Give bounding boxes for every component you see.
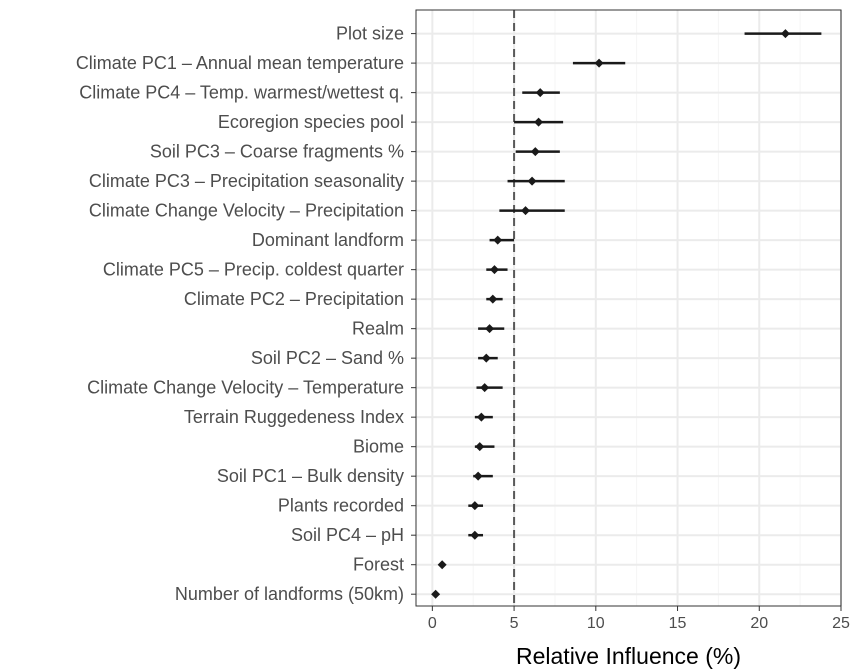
row-label: Soil PC4 – pH	[291, 525, 404, 545]
row-label: Climate PC4 – Temp. warmest/wettest q.	[79, 83, 404, 103]
row-label: Climate PC3 – Precipitation seasonality	[89, 171, 404, 191]
row-label: Climate PC5 – Precip. coldest quarter	[103, 260, 404, 280]
row-label: Realm	[352, 319, 404, 339]
point-marker	[489, 265, 499, 275]
point-marker	[594, 58, 604, 68]
point-marker	[485, 324, 495, 334]
point-marker	[535, 88, 545, 98]
plot-panel	[416, 10, 841, 606]
point-marker	[480, 383, 490, 393]
row-label: Climate PC2 – Precipitation	[184, 289, 404, 309]
row-label: Biome	[353, 437, 404, 457]
x-tick-label: 15	[669, 615, 687, 632]
row-label: Number of landforms (50km)	[175, 584, 404, 604]
point-marker	[521, 206, 531, 216]
point-marker	[476, 412, 486, 422]
row-label: Climate Change Velocity – Temperature	[87, 378, 404, 398]
x-tick-label: 20	[750, 615, 768, 632]
row-label: Climate PC1 – Annual mean temperature	[76, 53, 404, 73]
point-marker	[473, 471, 483, 481]
row-label: Plants recorded	[278, 496, 404, 516]
x-tick-label: 5	[510, 615, 519, 632]
point-marker	[481, 353, 491, 363]
row-label: Climate Change Velocity – Precipitation	[89, 201, 404, 221]
point-marker	[488, 294, 498, 304]
row-label: Dominant landform	[252, 230, 404, 250]
row-label: Soil PC2 – Sand %	[251, 348, 404, 368]
x-tick-label: 10	[587, 615, 605, 632]
x-tick-label: 0	[428, 615, 437, 632]
point-marker	[530, 147, 540, 157]
point-marker	[470, 501, 480, 511]
point-marker	[431, 589, 441, 599]
x-axis-title: Relative Influence (%)	[516, 643, 741, 669]
panel-border	[415, 9, 842, 607]
x-tick-label: 25	[832, 615, 850, 632]
point-marker	[493, 235, 503, 245]
point-marker	[437, 560, 447, 570]
row-label: Ecoregion species pool	[218, 112, 404, 132]
point-marker	[470, 530, 480, 540]
row-label: Forest	[353, 555, 404, 575]
row-label: Soil PC3 – Coarse fragments %	[150, 142, 404, 162]
point-marker	[534, 117, 544, 127]
point-marker	[527, 176, 537, 186]
row-label: Soil PC1 – Bulk density	[217, 466, 404, 486]
point-marker	[780, 29, 790, 39]
row-label: Terrain Ruggedeness Index	[184, 407, 404, 427]
point-marker	[475, 442, 485, 452]
row-label: Plot size	[336, 24, 404, 44]
